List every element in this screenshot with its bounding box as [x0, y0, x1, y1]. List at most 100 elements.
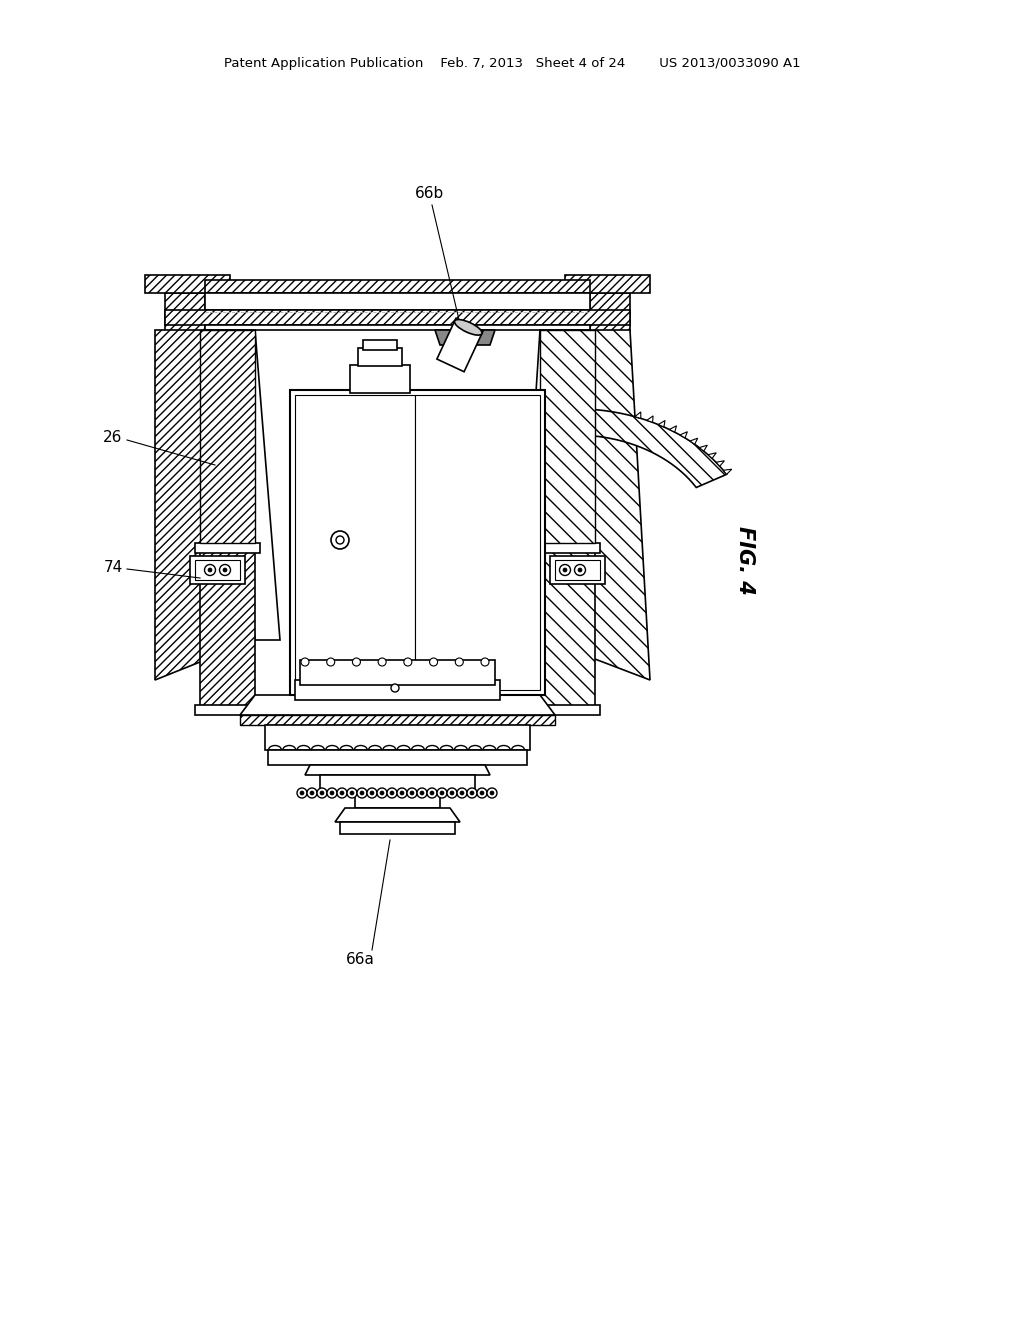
Polygon shape	[205, 280, 590, 293]
Circle shape	[310, 791, 314, 795]
Polygon shape	[658, 421, 665, 426]
Polygon shape	[535, 543, 600, 553]
Circle shape	[410, 791, 414, 795]
Polygon shape	[200, 548, 255, 710]
Circle shape	[360, 791, 364, 795]
Circle shape	[430, 791, 434, 795]
Circle shape	[317, 788, 327, 799]
Bar	[300, 660, 495, 685]
Polygon shape	[635, 412, 641, 418]
Circle shape	[456, 657, 463, 667]
Circle shape	[400, 791, 404, 795]
Circle shape	[319, 791, 324, 795]
Circle shape	[300, 791, 304, 795]
Circle shape	[440, 791, 444, 795]
Polygon shape	[165, 310, 630, 325]
Circle shape	[205, 565, 215, 576]
Circle shape	[357, 788, 367, 799]
Circle shape	[327, 788, 337, 799]
Polygon shape	[200, 330, 255, 543]
Polygon shape	[540, 548, 595, 710]
Circle shape	[563, 568, 567, 572]
Polygon shape	[565, 275, 650, 293]
Circle shape	[420, 791, 424, 795]
Circle shape	[447, 788, 457, 799]
Circle shape	[427, 788, 437, 799]
Circle shape	[481, 657, 489, 667]
Circle shape	[350, 791, 354, 795]
Polygon shape	[716, 461, 724, 466]
Circle shape	[377, 788, 387, 799]
Polygon shape	[590, 293, 630, 347]
Circle shape	[490, 791, 494, 795]
Circle shape	[574, 565, 586, 576]
Polygon shape	[545, 330, 650, 680]
Polygon shape	[145, 275, 230, 293]
Circle shape	[297, 788, 307, 799]
Circle shape	[380, 791, 384, 795]
Bar	[268, 750, 527, 766]
Text: FIG. 4: FIG. 4	[735, 525, 755, 594]
Bar	[550, 556, 605, 583]
Circle shape	[457, 788, 467, 799]
Polygon shape	[205, 293, 590, 310]
Circle shape	[470, 791, 474, 795]
Bar	[190, 556, 245, 583]
Circle shape	[487, 788, 497, 799]
Circle shape	[307, 788, 317, 799]
Polygon shape	[535, 705, 600, 715]
Circle shape	[437, 788, 447, 799]
Bar	[295, 680, 500, 700]
Circle shape	[407, 788, 417, 799]
Circle shape	[387, 788, 397, 799]
Ellipse shape	[455, 319, 482, 335]
Bar	[355, 793, 440, 808]
Polygon shape	[230, 330, 280, 640]
Circle shape	[336, 536, 344, 544]
Polygon shape	[680, 432, 687, 438]
Text: 74: 74	[103, 560, 123, 574]
Circle shape	[330, 791, 334, 795]
Text: 66a: 66a	[345, 953, 375, 968]
Polygon shape	[240, 715, 555, 725]
Bar	[555, 560, 600, 579]
FancyBboxPatch shape	[437, 318, 483, 372]
Circle shape	[480, 791, 484, 795]
Circle shape	[352, 657, 360, 667]
Polygon shape	[240, 696, 555, 715]
Polygon shape	[195, 543, 260, 553]
Polygon shape	[699, 445, 708, 451]
Polygon shape	[723, 469, 732, 474]
Circle shape	[327, 657, 335, 667]
Polygon shape	[205, 325, 590, 330]
Bar	[195, 560, 240, 579]
Circle shape	[391, 684, 399, 692]
Circle shape	[378, 657, 386, 667]
Text: 26: 26	[103, 429, 123, 445]
Circle shape	[208, 568, 212, 572]
Bar	[295, 395, 415, 690]
Text: Patent Application Publication    Feb. 7, 2013   Sheet 4 of 24        US 2013/00: Patent Application Publication Feb. 7, 2…	[223, 57, 801, 70]
Polygon shape	[155, 330, 255, 680]
Polygon shape	[335, 808, 460, 822]
Polygon shape	[708, 453, 716, 458]
Circle shape	[219, 565, 230, 576]
Circle shape	[370, 791, 374, 795]
Circle shape	[578, 568, 582, 572]
Circle shape	[223, 568, 227, 572]
Bar	[290, 389, 545, 696]
Circle shape	[331, 531, 349, 549]
Bar	[319, 775, 475, 793]
Polygon shape	[520, 330, 565, 640]
Circle shape	[397, 788, 407, 799]
Circle shape	[430, 657, 437, 667]
Polygon shape	[305, 766, 490, 775]
Polygon shape	[540, 330, 595, 543]
Bar	[415, 395, 540, 690]
Circle shape	[367, 788, 377, 799]
Circle shape	[403, 657, 412, 667]
Circle shape	[450, 791, 454, 795]
Bar	[265, 725, 530, 750]
Circle shape	[467, 788, 477, 799]
Circle shape	[477, 788, 487, 799]
